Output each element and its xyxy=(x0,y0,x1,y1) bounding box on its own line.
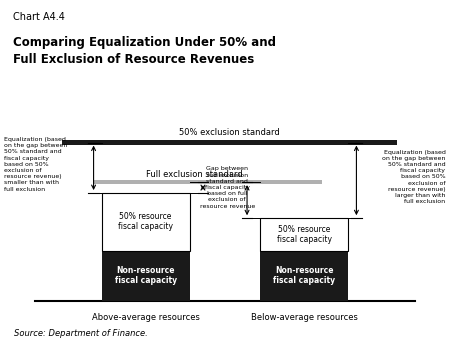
Bar xyxy=(93,181,322,184)
Text: 50% resource
fiscal capacity: 50% resource fiscal capacity xyxy=(277,225,332,244)
Bar xyxy=(62,140,397,145)
Text: Chart A4.4: Chart A4.4 xyxy=(14,12,65,22)
Text: 50% exclusion standard: 50% exclusion standard xyxy=(179,128,280,137)
Bar xyxy=(102,251,190,301)
Text: Below-average resources: Below-average resources xyxy=(251,312,358,322)
Text: Equalization (based
on the gap between
50% standard and
fiscal capacity
based on: Equalization (based on the gap between 5… xyxy=(382,150,446,204)
Text: Non-resource
fiscal capacity: Non-resource fiscal capacity xyxy=(115,266,177,285)
Bar xyxy=(260,251,348,301)
Text: Comparing Equalization Under 50% and
Full Exclusion of Resource Revenues: Comparing Equalization Under 50% and Ful… xyxy=(14,36,276,66)
Text: Non-resource
fiscal capacity: Non-resource fiscal capacity xyxy=(273,266,335,285)
Text: Full exclusion standard: Full exclusion standard xyxy=(146,170,243,178)
Bar xyxy=(102,193,190,251)
Text: Above-average resources: Above-average resources xyxy=(92,312,199,322)
Bar xyxy=(260,218,348,251)
Text: Equalization (based
on the gap between
50% standard and
fiscal capacity
based on: Equalization (based on the gap between 5… xyxy=(4,137,68,191)
Text: Source: Department of Finance.: Source: Department of Finance. xyxy=(14,329,147,338)
Text: 50% resource
fiscal capacity: 50% resource fiscal capacity xyxy=(118,212,173,232)
Text: Gap between
full exclusion
standard and
fiscal capacity
based on full
exclusion : Gap between full exclusion standard and … xyxy=(200,167,255,209)
